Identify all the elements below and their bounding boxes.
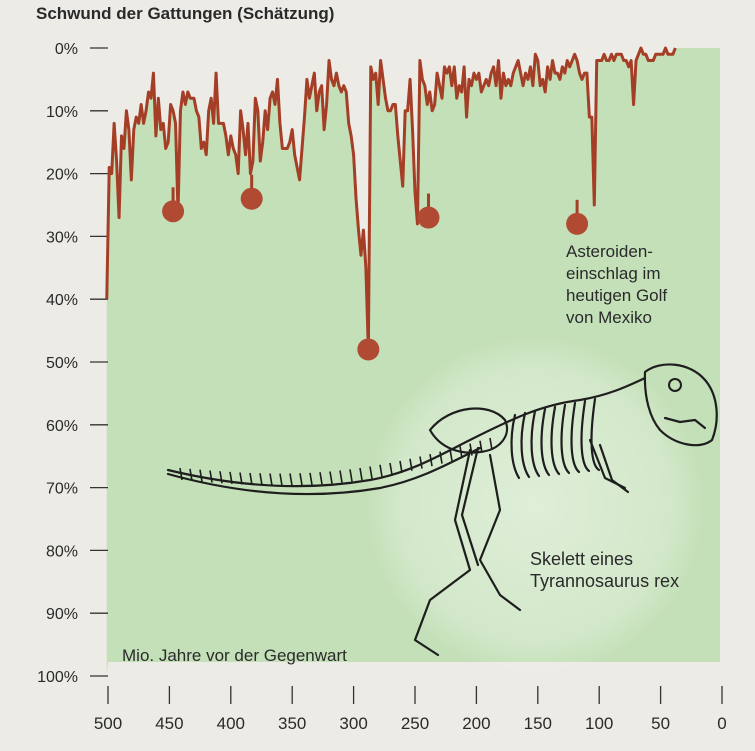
asteroid-annotation: Asteroiden-einschlag im heutigen Golf von … [566, 242, 667, 327]
y-tick-label: 90% [46, 606, 78, 623]
y-tick-label: 100% [37, 669, 78, 686]
vertebra [289, 473, 293, 486]
vertebra [439, 451, 443, 464]
tail-underside [166, 446, 482, 496]
vertebra [329, 471, 333, 484]
vertebra [319, 472, 323, 485]
extinction-marker [566, 212, 589, 235]
trex-skeleton-illustration [166, 363, 718, 657]
series-line [105, 46, 677, 351]
skull [643, 363, 718, 447]
extinction-marker [240, 187, 263, 210]
x-tick-label: 450 [155, 714, 183, 733]
skeleton-annotation-line: Skelett eines [530, 549, 633, 569]
asteroid-annotation-line: Asteroiden- [566, 242, 653, 261]
rib [570, 401, 581, 474]
x-tick-label: 100 [585, 714, 613, 733]
x-tick-label: 200 [462, 714, 490, 733]
vertebra [419, 456, 423, 469]
vertebra [339, 470, 343, 483]
rib [580, 399, 591, 473]
vertebra [209, 470, 213, 483]
x-tick-label: 50 [651, 714, 670, 733]
vertebra [279, 473, 283, 486]
vertebra [359, 467, 363, 481]
y-tick-label: 10% [46, 104, 78, 121]
x-tick-label: 250 [401, 714, 429, 733]
x-tick-label: 300 [339, 714, 367, 733]
vertebra [229, 471, 233, 485]
y-tick-label: 80% [46, 543, 78, 560]
leg-left-inner [460, 446, 480, 567]
x-axis-label: Mio. Jahre vor der Gegenwart [122, 646, 347, 665]
asteroid-annotation-line: von Mexiko [566, 308, 652, 327]
asteroid-annotation-line: einschlag im [566, 264, 661, 283]
vertebra [429, 453, 433, 467]
vertebra [239, 472, 243, 485]
y-tick-label: 0% [55, 41, 78, 58]
jaw [663, 416, 707, 430]
asteroid-annotation-line: heutigen Golf [566, 286, 667, 305]
y-tick-label: 30% [46, 229, 78, 246]
extinction-marker [417, 206, 440, 229]
x-tick-label: 150 [524, 714, 552, 733]
vertebra [219, 471, 223, 484]
x-tick-label: 0 [717, 714, 726, 733]
skeleton-annotation-line: Tyrannosaurus rex [530, 571, 679, 591]
vertebra [399, 460, 403, 474]
vertebra [349, 469, 353, 482]
pelvis [428, 407, 508, 454]
leg-right [478, 453, 522, 612]
vertebra [299, 473, 303, 486]
y-tick-label: 50% [46, 355, 78, 372]
extinction-marker [357, 338, 380, 361]
rib [540, 407, 551, 477]
chart-title: Schwund der Gattungen (Schätzung) [36, 4, 335, 23]
y-tick-label: 20% [46, 167, 78, 184]
x-tick-label: 500 [94, 714, 122, 733]
vertebra [259, 473, 263, 486]
leg-left [413, 448, 472, 657]
y-tick-label: 70% [46, 481, 78, 498]
y-tick-label: 40% [46, 292, 78, 309]
rib [560, 403, 571, 475]
vertebra [389, 462, 393, 476]
vertebra [179, 467, 183, 481]
vertebra [189, 468, 193, 481]
skeleton-annotation: Skelett eines Tyrannosaurus rex [530, 549, 679, 591]
highlight-circle [365, 335, 705, 675]
arm [598, 443, 630, 494]
rib [520, 411, 531, 479]
vertebra [369, 466, 373, 479]
x-tick-label: 350 [278, 714, 306, 733]
vertebra [379, 464, 383, 477]
vertebra [409, 458, 413, 471]
rib [590, 397, 601, 472]
vertebra [449, 448, 453, 462]
vertebra [309, 472, 313, 485]
vertebra [249, 472, 253, 486]
rib [550, 405, 561, 476]
spine [166, 376, 647, 488]
extinction-marker [162, 200, 185, 223]
vertebra [199, 469, 203, 482]
skull-eye-socket [668, 378, 682, 392]
vertebra [269, 473, 273, 486]
rib [530, 409, 541, 478]
x-tick-label: 400 [217, 714, 245, 733]
y-tick-label: 60% [46, 418, 78, 435]
rib [510, 413, 521, 480]
